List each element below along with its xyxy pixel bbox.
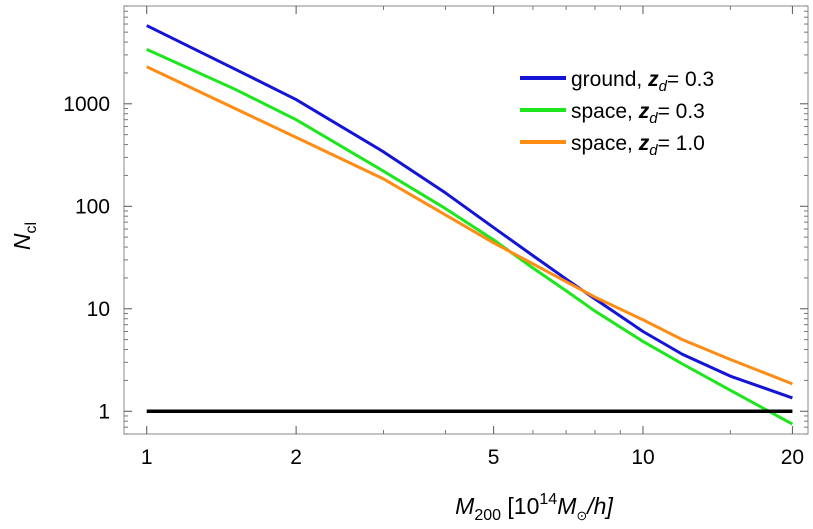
y-tick-label: 1000 xyxy=(63,93,110,116)
legend-label-z: z xyxy=(647,68,659,91)
y-tick-label: 10 xyxy=(87,298,110,321)
legend-entry-space-zd-1.0: space, zd= 1.0 xyxy=(571,132,705,159)
x-axis-title-open: [10 xyxy=(501,493,539,519)
legend-label-z: z xyxy=(638,100,650,123)
x-tick-label: 10 xyxy=(631,446,654,469)
legend-entry-space-zd-0.3: space, zd= 0.3 xyxy=(571,100,705,127)
series-line-ground-z-d-0-3 xyxy=(146,24,793,400)
legend: ground, zd= 0.3 space, zd= 0.3 space, zd… xyxy=(520,68,714,159)
x-axis-title-tail: /h] xyxy=(585,493,613,519)
x-tick-label: 5 xyxy=(488,446,500,469)
x-tick-label: 20 xyxy=(781,446,804,469)
y-tick-label: 100 xyxy=(75,195,110,218)
plot-frame xyxy=(123,5,809,435)
x-tick-label: 2 xyxy=(290,446,302,469)
y-axis-title-main: N xyxy=(9,233,35,250)
y-axis-title: Ncl xyxy=(9,222,40,250)
y-axis-title-sub: cl xyxy=(23,222,40,234)
x-tick-label: 1 xyxy=(141,446,153,469)
x-axis-title-sub: 200 xyxy=(474,507,501,524)
legend-label-sub: d xyxy=(649,142,658,159)
series-line-space-z-d-0-3 xyxy=(146,47,794,426)
x-axis-title-sup: 14 xyxy=(539,491,557,508)
legend-label-z: z xyxy=(638,132,650,155)
x-axis-title-sun: ⊙ xyxy=(576,508,587,523)
legend-label-post: = 0.3 xyxy=(667,68,714,91)
x-axis-title-main: M xyxy=(455,493,475,519)
axis-ticks: 1 2 5 10 20 1 10 100 1000 xyxy=(63,5,808,469)
legend-label-post: = 1.0 xyxy=(658,132,705,155)
legend-entry-ground-zd-0.3: ground, zd= 0.3 xyxy=(571,68,714,95)
legend-label-sub: d xyxy=(659,78,668,95)
y-tick-label: 1 xyxy=(98,400,110,423)
series-line-space-z-d-1-0 xyxy=(146,65,793,386)
legend-label-pre: space, xyxy=(571,132,639,155)
legend-label-pre: space, xyxy=(571,100,639,123)
series-lines xyxy=(146,24,794,426)
legend-label-pre: ground, xyxy=(571,68,648,91)
x-axis-title-mass: M xyxy=(557,493,577,519)
legend-label-sub: d xyxy=(649,110,658,127)
legend-label-post: = 0.3 xyxy=(658,100,705,123)
x-axis-title: M200 [1014M⊙/h] xyxy=(455,491,613,524)
